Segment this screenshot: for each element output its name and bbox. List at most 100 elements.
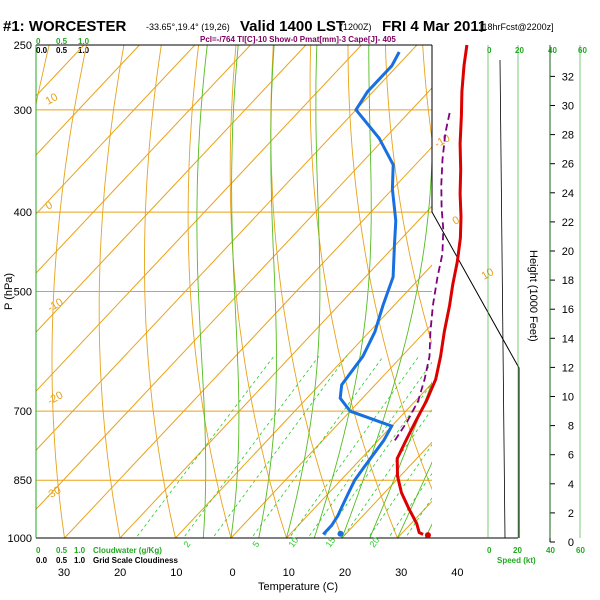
mixing-ratio-label: 15 bbox=[323, 535, 337, 549]
station-title: #1: WORCESTER bbox=[3, 18, 127, 35]
mixing-ratio-line bbox=[404, 497, 432, 538]
mixing-ratio-label: 2 bbox=[181, 539, 192, 549]
dewpoint-line bbox=[322, 51, 401, 536]
plot-area bbox=[36, 0, 600, 555]
temperature-tick-label: 40 bbox=[451, 567, 463, 579]
pressure-tick-label: 500 bbox=[14, 287, 32, 299]
cloud-scale-bottom-green-1: 0.5 bbox=[56, 546, 68, 555]
moist-adiabat-line bbox=[196, 45, 208, 538]
isotherm-line bbox=[36, 45, 141, 156]
mixing-ratio-line bbox=[307, 361, 432, 538]
isotherm-label: -20 bbox=[46, 389, 66, 407]
y-axis-title: P (hPa) bbox=[3, 273, 15, 310]
isotherm-line bbox=[36, 45, 196, 215]
dry-adiabat-line bbox=[98, 45, 125, 538]
dry-adiabat-line bbox=[144, 45, 176, 538]
height-tick-label: 30 bbox=[562, 101, 574, 113]
isotherm-line bbox=[285, 382, 432, 538]
cloudwater-label: Cloudwater (g/Kg) bbox=[93, 546, 162, 555]
isotherm-label: -10 bbox=[433, 132, 453, 150]
moist-adiabat-line bbox=[397, 461, 432, 538]
temperature-surface-dot bbox=[424, 532, 431, 539]
forecast-tag: [18hrFcst@2200z] bbox=[480, 22, 554, 32]
height-tick-label: 24 bbox=[562, 188, 574, 200]
mixing-ratio-label: 5 bbox=[250, 539, 261, 549]
isotherm-line bbox=[36, 87, 432, 511]
station-coords: -33.65°,19.4° (19,26) bbox=[146, 22, 230, 32]
pressure-tick-label: 700 bbox=[14, 406, 32, 418]
isotherm-line bbox=[230, 323, 432, 538]
isotherm-line bbox=[341, 441, 432, 538]
speed-bottom-20: 20 bbox=[513, 546, 522, 555]
speed-bottom-40: 40 bbox=[546, 546, 555, 555]
pressure-tick-label: 300 bbox=[14, 105, 32, 117]
mixing-ratio-line bbox=[251, 356, 384, 538]
temperature-tick-label: 10 bbox=[170, 567, 182, 579]
speed-bottom-60: 60 bbox=[576, 546, 585, 555]
cloud-scale-green-1: 0.5 bbox=[56, 37, 68, 46]
height-tick-label: 16 bbox=[562, 304, 574, 316]
isotherm-label: -10 bbox=[46, 296, 66, 314]
indices-line: Pcl=-/764 Tl[C]-10 Show-0 Pmat[mm]-3 Cap… bbox=[200, 35, 396, 44]
isotherm-label: 0 bbox=[44, 199, 55, 212]
mixing-ratio-line bbox=[367, 443, 432, 538]
moist-adiabat-line bbox=[258, 45, 277, 538]
utc-time: (1200Z) bbox=[340, 22, 372, 32]
temperature-line bbox=[395, 44, 469, 536]
isotherm-label: 10 bbox=[44, 91, 61, 108]
height-tick-label: 6 bbox=[568, 450, 574, 462]
cloud-scale-bottom-0: 0.0 bbox=[36, 556, 48, 565]
height-tick-label: 8 bbox=[568, 421, 574, 433]
dry-adiabat-line bbox=[493, 0, 600, 555]
wind-staff bbox=[499, 59, 506, 539]
cloud-scale-green-2: 1.0 bbox=[78, 37, 90, 46]
x-axis-title: Temperature (C) bbox=[258, 581, 338, 593]
speed-axis-label: Speed (kt) bbox=[497, 556, 536, 565]
height-tick-label: 20 bbox=[562, 246, 574, 258]
cloud-scale-bottom-green-2: 1.0 bbox=[74, 546, 86, 555]
height-tick-label: 28 bbox=[562, 130, 574, 142]
height-tick-label: 2 bbox=[568, 508, 574, 520]
cloud-scale-green-0: 0 bbox=[36, 37, 41, 46]
moist-adiabat-line bbox=[286, 45, 321, 538]
moist-adiabat-line bbox=[313, 45, 372, 538]
speed-top-20: 20 bbox=[515, 46, 524, 55]
height-tick-label: 22 bbox=[562, 217, 574, 229]
isotherm-line bbox=[63, 146, 432, 538]
isotherm-line bbox=[36, 45, 363, 392]
cloud-scale-bottom-green-0: 0 bbox=[36, 546, 41, 555]
pressure-tick-label: 1000 bbox=[8, 533, 32, 545]
dry-adiabat-line bbox=[422, 45, 432, 143]
height-tick-label: 12 bbox=[562, 362, 574, 374]
isotherm-line bbox=[36, 45, 418, 451]
height-tick-label: 10 bbox=[562, 392, 574, 404]
height-tick-label: 0 bbox=[568, 537, 574, 549]
moist-adiabat-line bbox=[369, 381, 432, 538]
isotherm-line bbox=[36, 45, 252, 274]
isotherm-line bbox=[492, 0, 600, 555]
cloud-scale-bottom-1: 0.5 bbox=[56, 556, 68, 565]
height-tick-label: 18 bbox=[562, 275, 574, 287]
dewpoint-surface-dot bbox=[337, 530, 344, 537]
mixing-ratio-line bbox=[388, 472, 432, 538]
cloud-scale-top-0: 0.0 bbox=[36, 46, 48, 55]
height-axis-title: Height (1000 Feet) bbox=[527, 250, 539, 342]
height-tick-label: 4 bbox=[568, 479, 574, 491]
temperature-tick-label: 10 bbox=[283, 567, 295, 579]
speed-top-60: 60 bbox=[578, 46, 587, 55]
speed-top-0: 0 bbox=[487, 46, 492, 55]
mixing-ratio-label: 10 bbox=[286, 535, 300, 549]
temperature-tick-label: 30 bbox=[395, 567, 407, 579]
isotherm-line bbox=[36, 45, 85, 97]
height-tick-label: 26 bbox=[562, 159, 574, 171]
cloud-scale-top-1: 0.5 bbox=[56, 46, 68, 55]
height-tick-label: 32 bbox=[562, 71, 574, 83]
mixing-ratio-line bbox=[135, 356, 275, 538]
pressure-tick-label: 400 bbox=[14, 207, 32, 219]
valid-time: Valid 1400 LST bbox=[240, 18, 345, 35]
dry-adiabat-line bbox=[384, 45, 432, 346]
parcel-line bbox=[394, 109, 452, 441]
mixing-ratio-line bbox=[182, 356, 320, 538]
speed-top-40: 40 bbox=[548, 46, 557, 55]
